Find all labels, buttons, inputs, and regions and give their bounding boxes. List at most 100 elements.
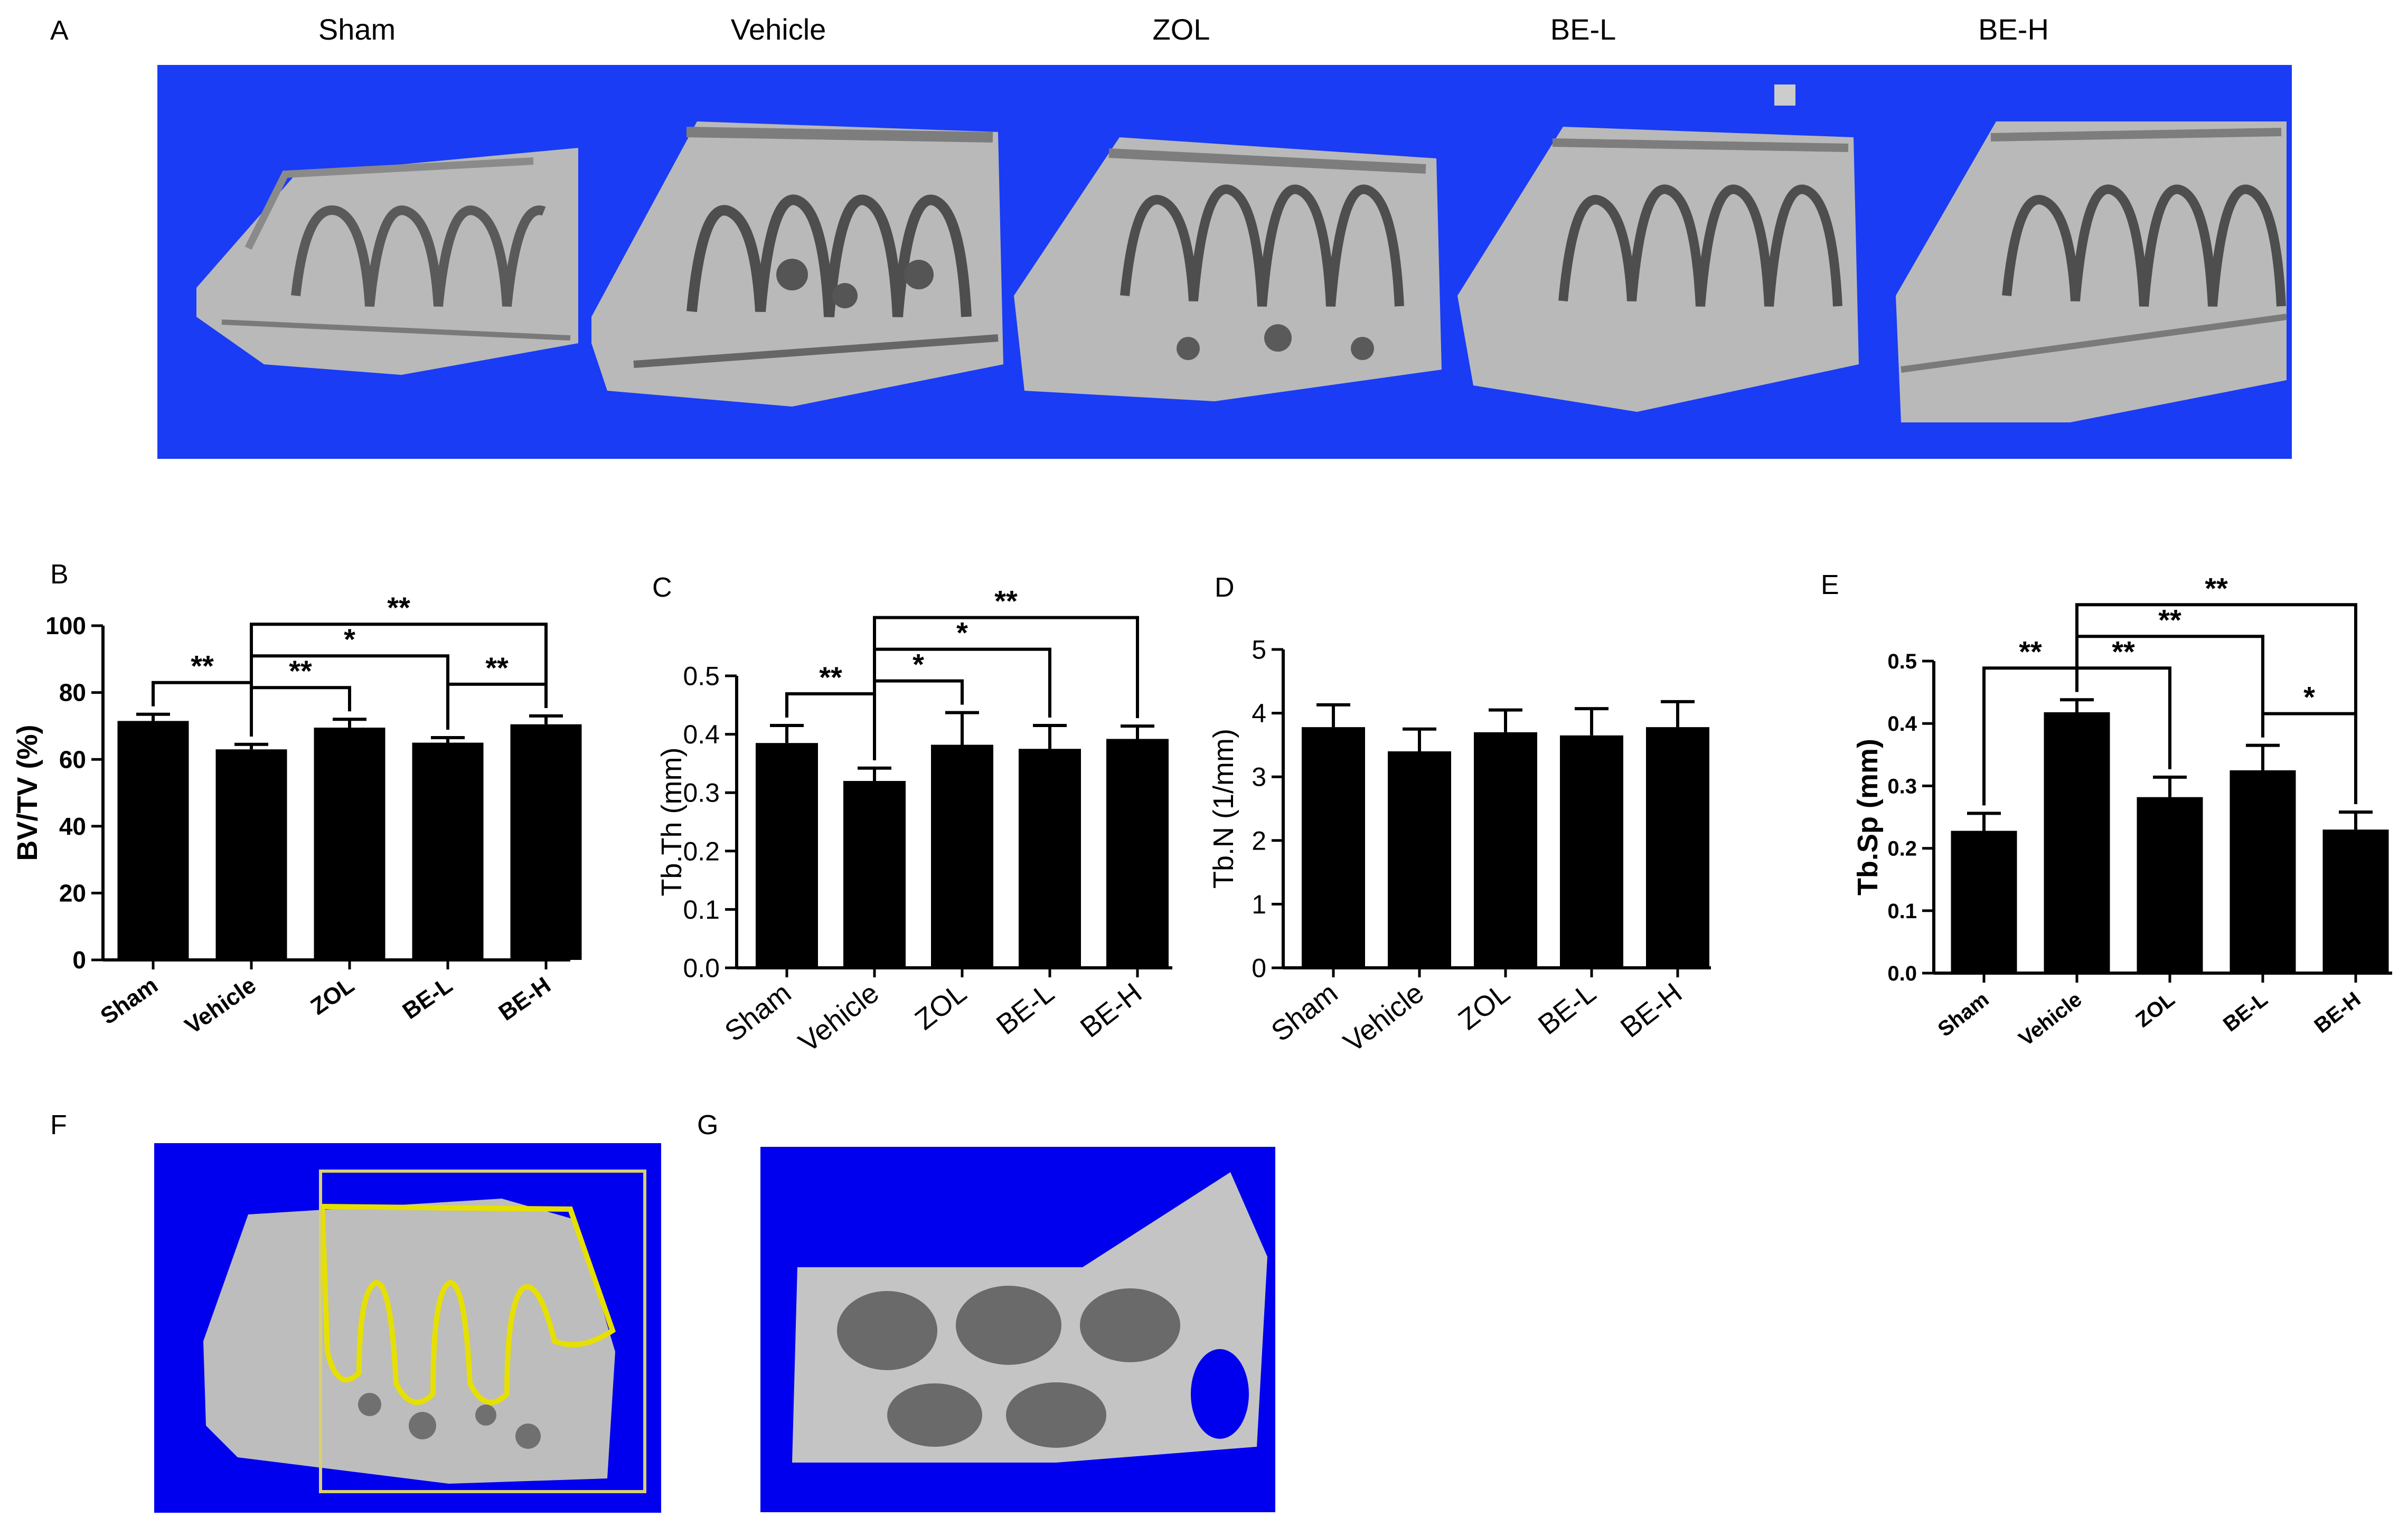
category-label: BE-L [398, 972, 457, 1024]
y-axis-label: BV/TV (%) [12, 724, 43, 861]
microct-image-be-h [1896, 121, 2287, 422]
panel-letter: C [652, 572, 672, 603]
y-tick-label: 1 [1252, 890, 1266, 919]
bar [215, 749, 287, 960]
panel-a-letter: A [50, 15, 69, 46]
bar [1474, 732, 1537, 968]
microct-image-sham [196, 148, 578, 375]
y-tick-label: 0.4 [1887, 712, 1917, 736]
category-label: Vehicle [180, 972, 260, 1039]
chart-e: E 0.0 0.1 0.2 0.3 0.4 0.5 Tb.Sp (mm) Sham Vehicle… [1821, 570, 2392, 1051]
panel-f-bone-image [203, 1199, 615, 1484]
y-tick-label: 0.1 [683, 895, 720, 925]
bar [2044, 712, 2110, 973]
panel-g: G [697, 1110, 1275, 1512]
category-label: BE-H [494, 972, 556, 1026]
category-label: BE-H [1075, 977, 1148, 1044]
y-tick-label: 60 [59, 746, 86, 773]
column-label-vehicle: Vehicle [731, 13, 826, 46]
y-tick-label: 2 [1252, 826, 1266, 855]
category-label: ZOL [306, 972, 359, 1020]
y-tick-label: 5 [1252, 635, 1266, 665]
roi-box [319, 1170, 646, 1493]
microct-image-zol [1014, 137, 1442, 401]
bar [1106, 739, 1169, 968]
significance-label: ** [191, 649, 214, 683]
bar [1951, 831, 2017, 973]
y-tick-label: 0.3 [1887, 775, 1917, 798]
chart-c: C 0.0 0.1 0.2 0.3 0.4 0.5 Tb.Th (mm) ShamVehicle… [652, 572, 1172, 1059]
significance-label: ** [2205, 571, 2228, 605]
significance-bracket [2075, 603, 2357, 805]
significance-label: * [2303, 681, 2315, 714]
bar [2137, 797, 2203, 973]
panel-letter: E [1821, 570, 1839, 600]
bar [510, 724, 582, 960]
bar [1560, 735, 1623, 968]
category-label: ZOL [909, 977, 973, 1036]
bar [314, 728, 385, 960]
column-label-sham: Sham [318, 13, 396, 46]
y-tick-label: 0 [72, 946, 86, 974]
chart-b: B 0 20 40 60 80 100 BV/TV (%) Sham Vehicle ZOL BE-L… [12, 559, 582, 1039]
column-label-zol: ZOL [1153, 13, 1210, 46]
bar [1646, 727, 1709, 968]
y-tick-label: 0.0 [1887, 962, 1917, 985]
significance-bracket [873, 616, 1139, 760]
y-axis-label: Tb.N (1/mm) [1208, 729, 1239, 889]
category-label: Sham [1934, 987, 1993, 1041]
significance-label: ** [387, 591, 410, 624]
significance-label: ** [289, 654, 312, 687]
y-axis-label: Tb.Th (mm) [656, 748, 688, 897]
bar [2230, 770, 2296, 973]
bar [1019, 749, 1081, 968]
significance-label: ** [2158, 603, 2181, 636]
y-tick-label: 0.2 [683, 836, 720, 866]
y-tick-label: 3 [1252, 762, 1266, 792]
category-label: Vehicle [2015, 987, 2086, 1051]
bar [2322, 830, 2389, 973]
significance-label: ** [994, 585, 1018, 618]
y-tick-label: 0.1 [1887, 900, 1917, 923]
y-tick-label: 0.3 [683, 778, 720, 808]
bar [117, 721, 189, 960]
panel-letter: D [1215, 572, 1235, 603]
panel-letter: B [50, 559, 69, 590]
significance-label: ** [819, 661, 842, 694]
category-label: Sham [96, 972, 162, 1030]
significance-label: ** [2019, 635, 2042, 668]
y-tick-label: 80 [59, 679, 86, 706]
y-tick-label: 0.5 [1887, 650, 1917, 673]
significance-bracket [446, 682, 548, 730]
significance-label: * [956, 616, 968, 649]
y-axis-label: Tb.Sp (mm) [1852, 739, 1884, 896]
bar [931, 744, 993, 968]
y-tick-label: 0 [1252, 954, 1266, 983]
bar [843, 781, 906, 968]
bar [756, 743, 818, 968]
y-tick-label: 100 [45, 612, 86, 639]
y-tick-label: 0.4 [683, 720, 720, 749]
category-label: Sham [719, 977, 797, 1048]
y-tick-label: 40 [59, 813, 86, 840]
category-label: ZOL [1453, 977, 1516, 1036]
panel-f: F [50, 1110, 661, 1513]
significance-label: * [913, 648, 924, 681]
microct-image-vehicle [591, 121, 1003, 407]
significance-bracket [250, 623, 548, 737]
bar [412, 742, 484, 960]
category-label: BE-H [1615, 977, 1688, 1044]
category-label: Vehicle [793, 977, 885, 1058]
category-label: BE-L [2219, 987, 2272, 1036]
bar [1302, 727, 1365, 968]
column-label-be-h: BE-H [1978, 13, 2049, 46]
bar [1388, 751, 1451, 968]
y-tick-label: 0.2 [1887, 837, 1917, 861]
significance-label: * [344, 623, 355, 656]
category-label: BE-L [1532, 977, 1602, 1041]
panel-a: A Sham Vehicle ZOL BE-L BE-H [50, 13, 2292, 459]
y-tick-label: 4 [1252, 699, 1266, 728]
